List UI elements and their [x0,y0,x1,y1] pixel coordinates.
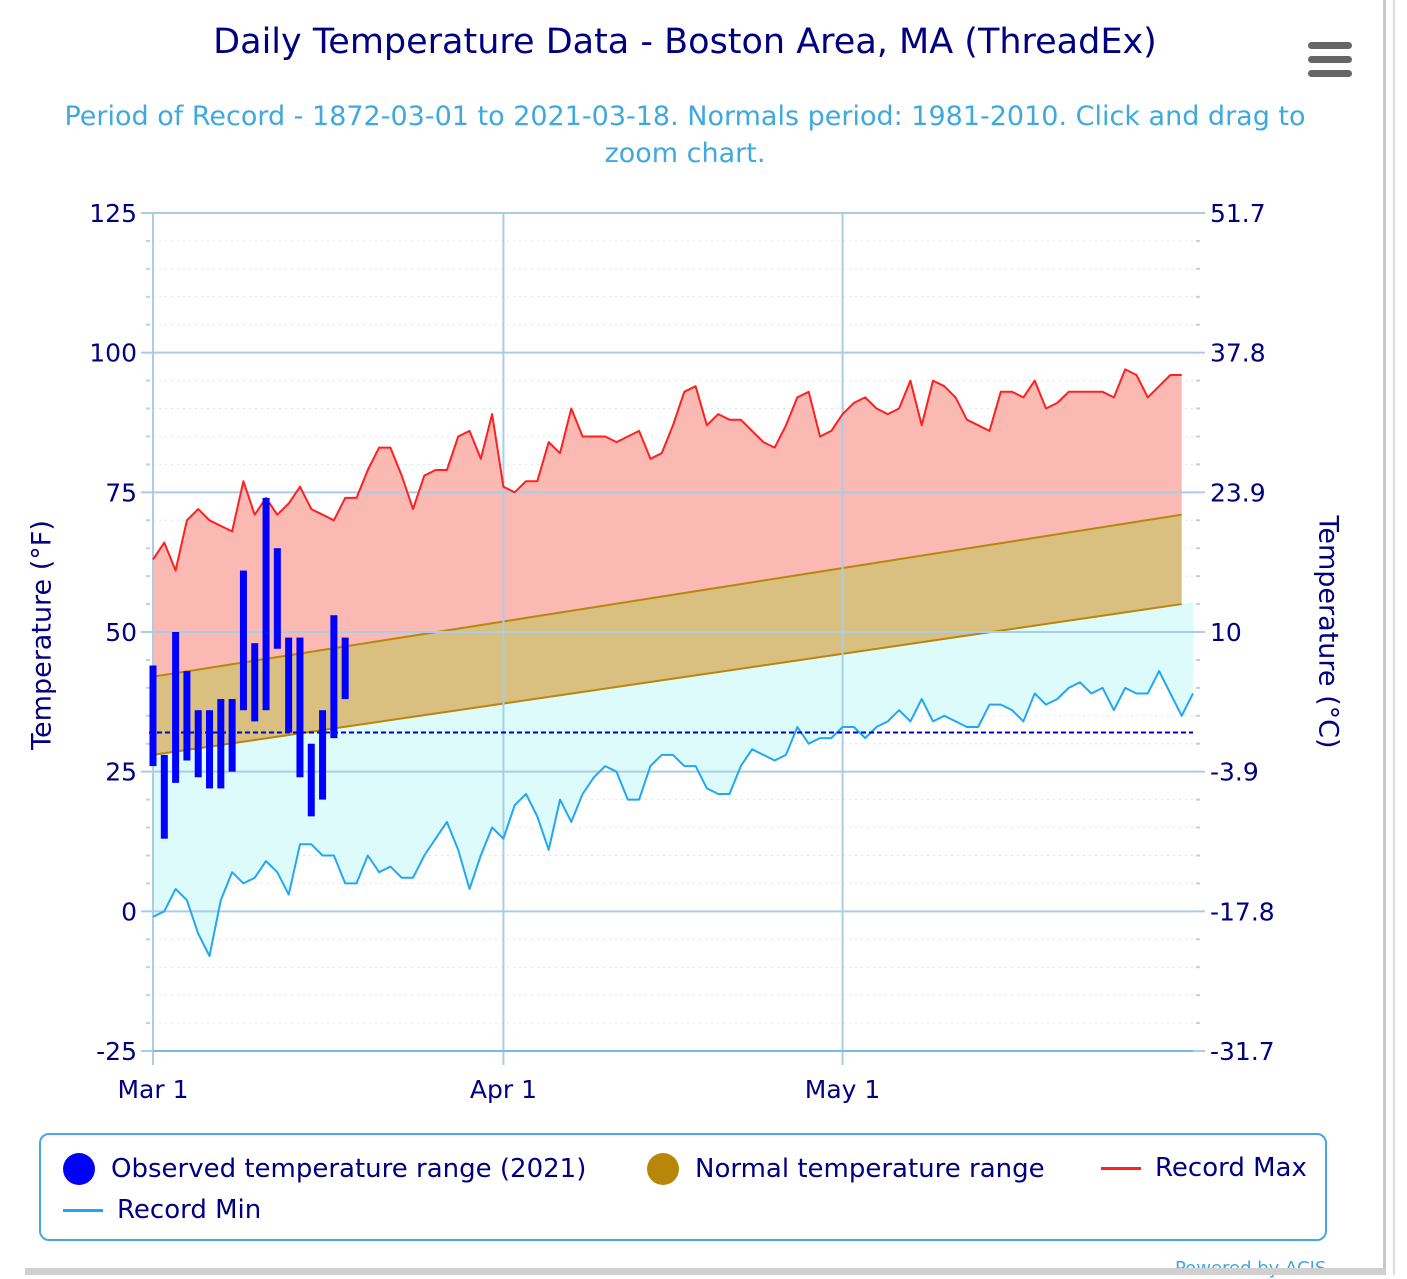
normal-high-line [152,513,1182,678]
x-tick-label: Apr 1 [470,1075,537,1104]
x-tick-label: May 1 [805,1075,881,1104]
y-tick-label-right: 37.8 [1210,339,1266,368]
chart-title: Daily Temperature Data - Boston Area, MA… [213,22,1157,62]
normal-range-band[interactable] [153,514,1182,755]
observed-range-bar[interactable] [217,699,225,789]
y-tick-label-left: 25 [105,758,137,787]
y-tick-label-right: -17.8 [1210,897,1275,926]
menu-bar [1308,42,1352,49]
legend-item-normal[interactable]: Normal temperature range [647,1153,1045,1185]
menu-bar [1308,70,1352,77]
observed-range-bar[interactable] [228,699,236,772]
plot-area[interactable]: 125 51.7 100 37.8 75 23.9 50 10 25 -3.9 0 -17.8 -25 -… [0,0,1407,1130]
panel-border [1393,0,1395,1275]
chart-legend: Observed temperature range (2021) Normal… [39,1133,1327,1241]
y-tick-label-right: 23.9 [1210,478,1266,507]
observed-range-bar[interactable] [172,632,180,783]
record-max-area [153,369,1182,677]
observed-range-bar[interactable] [341,637,349,700]
y-tick-label-left: 75 [105,478,137,507]
menu-bar [1308,56,1352,63]
legend-dot-normal-icon [647,1153,679,1185]
record-max-line[interactable] [152,368,1182,572]
observed-range-bar[interactable] [330,615,338,739]
y-tick-label-right: 51.7 [1210,199,1266,228]
observed-range-bar[interactable] [251,643,259,722]
legend-label-observed: Observed temperature range (2021) [111,1154,587,1184]
legend-item-observed[interactable]: Observed temperature range (2021) [63,1153,586,1185]
legend-label-record-max: Record Max [1155,1153,1307,1183]
legend-dot-observed-icon [63,1153,95,1185]
record-min-area [153,602,1193,956]
x-tick-label: Mar 1 [117,1075,188,1104]
y-tick-label-right: -3.9 [1210,758,1259,787]
observed-range-bar[interactable] [206,710,214,789]
y-tick-label-left: 125 [89,199,137,228]
observed-range-bar[interactable] [319,710,327,800]
legend-label-normal: Normal temperature range [695,1154,1045,1184]
record-min-line[interactable] [152,670,1194,957]
y-tick-label-left: -25 [96,1037,137,1066]
y-tick-label-left: 50 [105,618,137,647]
legend-line-record-max-icon [1101,1166,1141,1170]
observed-range-bar[interactable] [273,548,281,649]
observed-range-bar[interactable] [183,671,191,761]
legend-item-record-min[interactable]: Record Min [63,1195,261,1225]
observed-range-bar[interactable] [285,637,293,733]
y-tick-label-left: 0 [121,897,137,926]
observed-range-bar[interactable] [307,743,315,817]
observed-range-bar[interactable] [239,570,247,711]
observed-range-bar[interactable] [296,637,304,778]
scrollbar[interactable] [25,1268,1385,1275]
y-tick-label-left: 100 [89,339,137,368]
y-tick-label-right: 10 [1210,618,1242,647]
y-tick-label-right: -31.7 [1210,1037,1275,1066]
observed-range-bar[interactable] [262,497,270,711]
observed-range-bar[interactable] [160,754,168,839]
legend-label-record-min: Record Min [117,1195,262,1225]
panel-border [1383,0,1386,1275]
observed-range-bar[interactable] [194,710,202,778]
chart-subtitle: Period of Record - 1872-03-01 to 2021-03… [64,101,1306,169]
legend-item-record-max[interactable]: Record Max [1101,1153,1307,1183]
observed-range-bar[interactable] [149,665,157,767]
hamburger-menu-icon[interactable] [1306,40,1354,80]
legend-line-record-min-icon [63,1208,103,1212]
